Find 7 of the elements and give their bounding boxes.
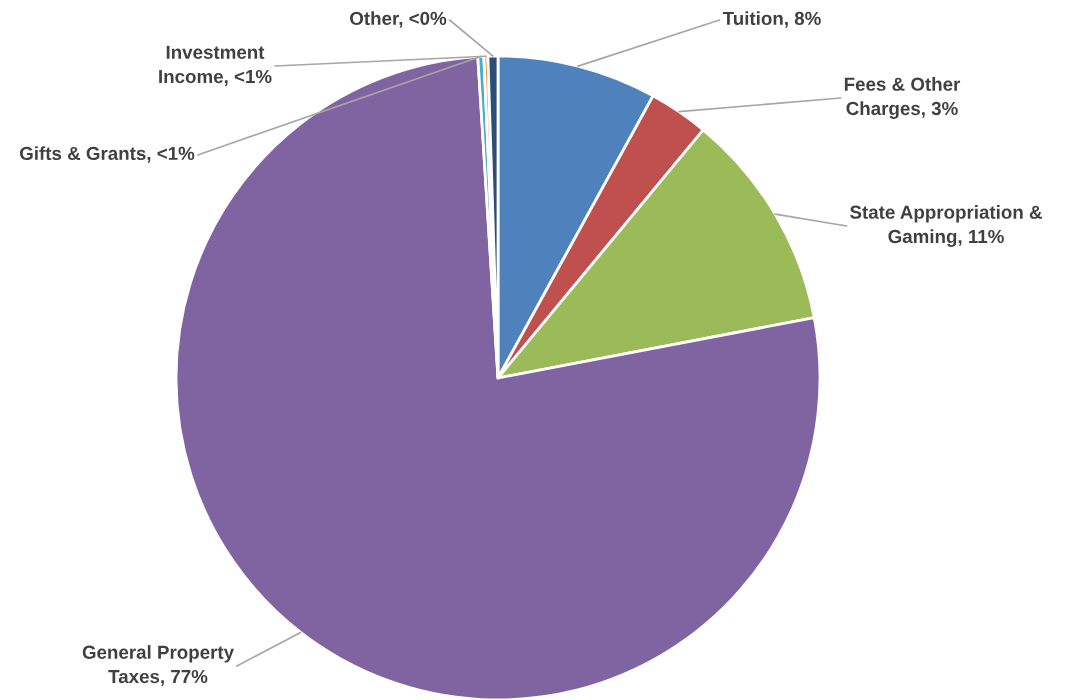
slice-label: State Appropriation & Gaming, 11% bbox=[850, 205, 1042, 247]
slice-label: Tuition, 8% bbox=[722, 11, 821, 28]
slice-label: Fees & Other Charges, 3% bbox=[844, 77, 961, 119]
slice-label: Gifts & Grants, <1% bbox=[19, 146, 195, 163]
slice-label: General Property Taxes, 77% bbox=[82, 645, 234, 686]
slice-label: Investment Income, <1% bbox=[159, 45, 272, 86]
slice-label: Other, <0% bbox=[350, 11, 447, 28]
